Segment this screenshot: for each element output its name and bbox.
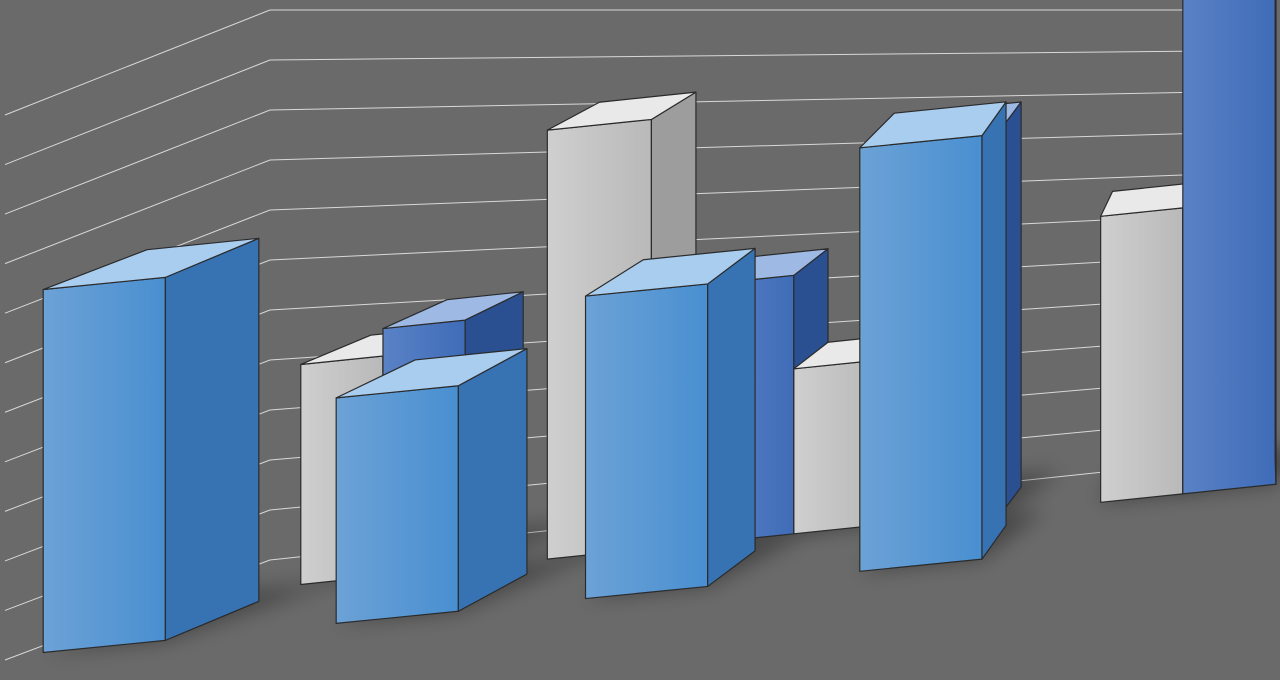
bar-g2-front	[336, 349, 527, 624]
bar-g3-front	[586, 248, 756, 598]
bar-g1-front	[43, 238, 259, 652]
bar-chart-3d	[0, 0, 1280, 680]
bar-g5-back	[1183, 0, 1276, 494]
bar-g4-back-gray	[1101, 183, 1189, 502]
bar-g4-front	[860, 102, 1006, 571]
